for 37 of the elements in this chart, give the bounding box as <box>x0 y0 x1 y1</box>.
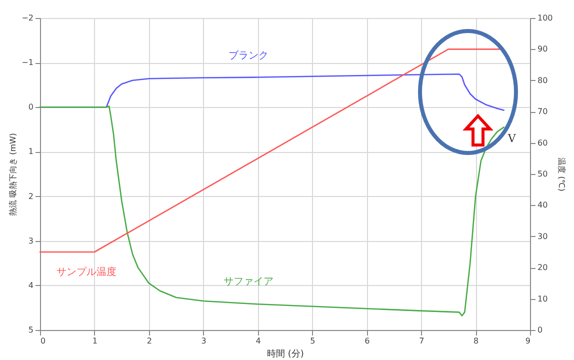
y2-tick-label: 10 <box>538 294 548 304</box>
y-tick-label: −1 <box>22 58 34 68</box>
y2-tick-label: 60 <box>538 138 548 148</box>
y-tick-label: 5 <box>28 326 34 334</box>
line-series <box>39 106 505 316</box>
y2-tick-label: 70 <box>538 107 548 116</box>
x-tick-label: 1 <box>92 336 98 346</box>
y-axis-title: 熱流 吸熱下向き (mW) <box>8 132 18 216</box>
series-label: ブランク <box>228 49 269 62</box>
series-label: サンプル温度 <box>56 266 116 278</box>
x-tick-label: 5 <box>310 336 316 346</box>
x-tick-label: 6 <box>364 336 370 346</box>
x-tick-label: 3 <box>201 336 206 346</box>
y2-tick-label: 100 <box>538 14 553 22</box>
y2-axis-title: 温度 (℃) <box>556 158 566 192</box>
y2-tick-label: 20 <box>538 263 548 272</box>
x-tick-label: 0 <box>40 336 46 346</box>
y2-tick-label: 50 <box>538 170 548 178</box>
y2-tick-label: 0 <box>538 326 543 334</box>
y-tick-label: 2 <box>28 192 34 201</box>
y-tick-label: 3 <box>28 236 34 246</box>
x-tick-label: 8 <box>474 336 479 346</box>
x-axis-title: 時間 (分) <box>267 348 304 360</box>
y-tick-label: 0 <box>28 102 34 112</box>
series-label: サファイア <box>224 276 274 288</box>
y-tick-label: 4 <box>28 280 34 290</box>
y-tick-label: 1 <box>28 147 34 156</box>
annotation: V <box>506 132 517 146</box>
y2-tick-label: 80 <box>538 76 548 85</box>
y-tick-label: −2 <box>22 14 34 22</box>
y2-tick-label: 40 <box>538 200 548 210</box>
y2-tick-label: 90 <box>538 44 548 54</box>
y2-tick-label: 30 <box>538 232 548 241</box>
x-tick-label: 7 <box>419 336 424 346</box>
x-tick-label: 2 <box>146 336 152 346</box>
x-tick-label: 9 <box>525 336 530 346</box>
x-tick-label: 4 <box>256 336 261 346</box>
